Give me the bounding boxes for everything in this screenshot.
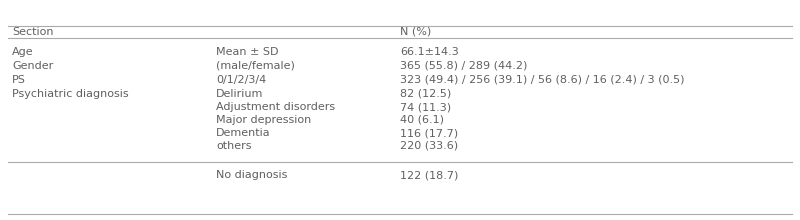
Text: Age: Age <box>12 47 34 57</box>
Text: Psychiatric diagnosis: Psychiatric diagnosis <box>12 89 129 99</box>
Text: Dementia: Dementia <box>216 128 270 138</box>
Text: (male/female): (male/female) <box>216 61 295 71</box>
Text: 116 (17.7): 116 (17.7) <box>400 128 458 138</box>
Text: others: others <box>216 141 251 151</box>
Text: 323 (49.4) / 256 (39.1) / 56 (8.6) / 16 (2.4) / 3 (0.5): 323 (49.4) / 256 (39.1) / 56 (8.6) / 16 … <box>400 75 685 85</box>
Text: Section: Section <box>12 27 54 37</box>
Text: 0/1/2/3/4: 0/1/2/3/4 <box>216 75 266 85</box>
Text: 365 (55.8) / 289 (44.2): 365 (55.8) / 289 (44.2) <box>400 61 527 71</box>
Text: 66.1±14.3: 66.1±14.3 <box>400 47 458 57</box>
Text: 220 (33.6): 220 (33.6) <box>400 141 458 151</box>
Text: N (%): N (%) <box>400 27 431 37</box>
Text: Major depression: Major depression <box>216 115 311 125</box>
Text: 82 (12.5): 82 (12.5) <box>400 89 451 99</box>
Text: Delirium: Delirium <box>216 89 263 99</box>
Text: 122 (18.7): 122 (18.7) <box>400 170 458 180</box>
Text: No diagnosis: No diagnosis <box>216 170 287 180</box>
Text: 74 (11.3): 74 (11.3) <box>400 102 451 112</box>
Text: PS: PS <box>12 75 26 85</box>
Text: Mean ± SD: Mean ± SD <box>216 47 278 57</box>
Text: 40 (6.1): 40 (6.1) <box>400 115 444 125</box>
Text: Adjustment disorders: Adjustment disorders <box>216 102 335 112</box>
Text: Gender: Gender <box>12 61 54 71</box>
